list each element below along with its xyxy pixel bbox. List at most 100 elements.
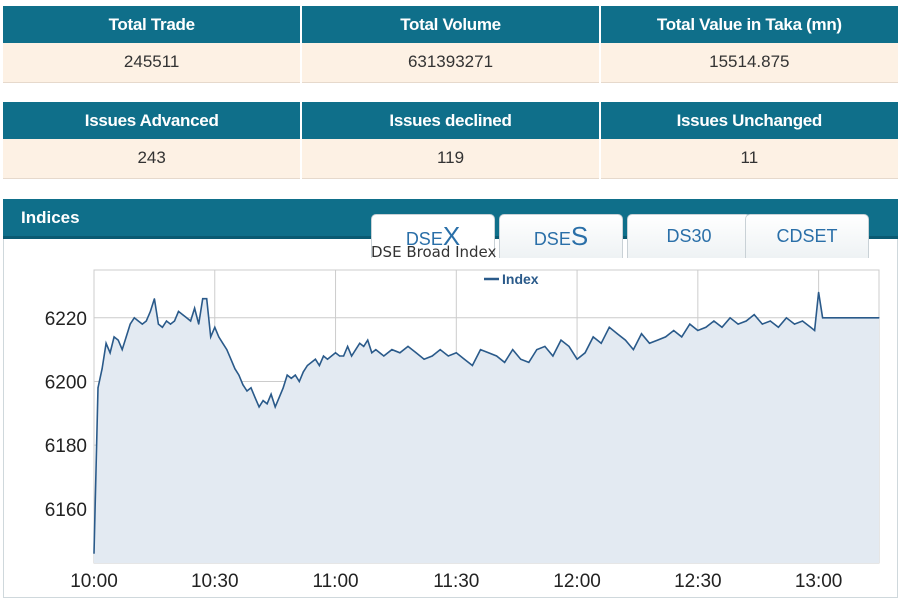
index-point — [343, 355, 345, 357]
value-issues-unchanged: 11 — [599, 139, 898, 179]
index-point — [182, 314, 184, 316]
index-point — [165, 320, 168, 322]
index-point — [270, 393, 272, 395]
index-point — [153, 298, 155, 300]
index-point — [258, 406, 260, 408]
index-point — [399, 352, 401, 354]
index-point — [330, 355, 333, 357]
index-point — [302, 371, 304, 373]
index-point — [186, 317, 188, 319]
x-tick-label: 12:30 — [674, 571, 722, 592]
index-point — [157, 323, 159, 325]
index-point — [423, 358, 425, 360]
index-point — [266, 403, 268, 405]
x-tick-label: 13:00 — [795, 571, 843, 592]
index-point — [608, 326, 610, 328]
chart-axis: 10:00 10:30 11:00 11:30 12:00 12:30 13:00 6160 6… — [45, 309, 843, 592]
index-point — [471, 364, 473, 367]
index-point — [214, 326, 216, 328]
index-point — [121, 349, 123, 351]
index-point — [391, 349, 393, 351]
index-point — [137, 320, 139, 322]
index-point — [838, 317, 840, 319]
index-point — [479, 349, 482, 351]
index-point — [584, 352, 586, 354]
index-point — [697, 329, 699, 332]
value-issues-declined: 119 — [301, 139, 601, 179]
index-point — [576, 358, 578, 360]
tab-dsex[interactable]: DSEX — [371, 214, 495, 258]
index-point — [713, 320, 715, 322]
tab-dsex-label: DSEX — [405, 221, 461, 251]
index-point — [93, 552, 95, 555]
index-point — [818, 291, 820, 293]
index-point — [339, 355, 341, 357]
index-point — [363, 345, 365, 347]
index-point — [822, 317, 824, 319]
tab-ds30[interactable]: DS30 — [627, 214, 751, 258]
x-tick-label: 11:30 — [433, 571, 479, 592]
issues-summary-table: Issues Advanced Issues declined Issues U… — [3, 102, 898, 179]
index-point — [97, 387, 99, 389]
index-point — [173, 320, 176, 322]
index-point — [814, 329, 816, 332]
index-point — [431, 355, 433, 357]
index-point — [218, 336, 220, 338]
index-point — [298, 380, 300, 383]
index-point — [769, 320, 771, 322]
index-point — [254, 396, 256, 398]
index-point — [455, 352, 457, 354]
index-point — [278, 396, 280, 398]
chart-legend: Index — [484, 271, 539, 287]
index-point — [190, 320, 192, 322]
x-tick-label: 10:00 — [70, 571, 118, 592]
y-tick-label: 6160 — [45, 500, 87, 521]
index-point — [355, 349, 357, 351]
index-point — [351, 355, 353, 357]
index-point — [371, 352, 373, 354]
index-point — [125, 336, 127, 338]
index-point — [367, 339, 369, 341]
index-point — [286, 374, 288, 376]
index-point — [149, 310, 151, 312]
index-point — [415, 352, 417, 354]
index-point — [745, 320, 747, 322]
index-point — [359, 342, 361, 344]
index-point — [194, 307, 196, 309]
x-tick-label: 12:00 — [553, 571, 601, 592]
index-point — [520, 358, 522, 360]
market-summary-table: Total Trade Total Volume Total Value in … — [3, 6, 898, 83]
index-point — [878, 317, 880, 319]
legend-label: Index — [502, 271, 539, 287]
index-point — [246, 390, 248, 392]
index-point — [161, 326, 163, 328]
index-point — [326, 358, 329, 360]
index-point — [282, 387, 284, 389]
index-point — [117, 339, 119, 341]
index-area-fill — [94, 292, 879, 563]
index-point — [568, 345, 570, 347]
index-point — [463, 358, 465, 360]
index-point — [592, 336, 594, 338]
index-point — [640, 333, 643, 335]
index-point — [689, 323, 691, 325]
index-point — [310, 361, 312, 363]
y-tick-label: 6200 — [45, 372, 87, 393]
index-point — [487, 352, 490, 354]
index-point — [169, 323, 172, 325]
index-point — [294, 374, 296, 376]
index-point — [347, 345, 349, 347]
index-point — [657, 339, 659, 341]
index-point — [250, 387, 252, 389]
index-point — [810, 326, 812, 328]
tab-dses[interactable]: DSES — [499, 214, 623, 258]
index-point — [761, 323, 763, 325]
index-point — [753, 314, 755, 316]
y-tick-label: 6180 — [45, 436, 87, 457]
tab-cdset[interactable]: CDSET — [745, 214, 869, 258]
index-point — [785, 317, 788, 319]
header-total-trade: Total Trade — [3, 6, 303, 43]
index-point — [133, 317, 135, 319]
index-point — [210, 336, 212, 338]
